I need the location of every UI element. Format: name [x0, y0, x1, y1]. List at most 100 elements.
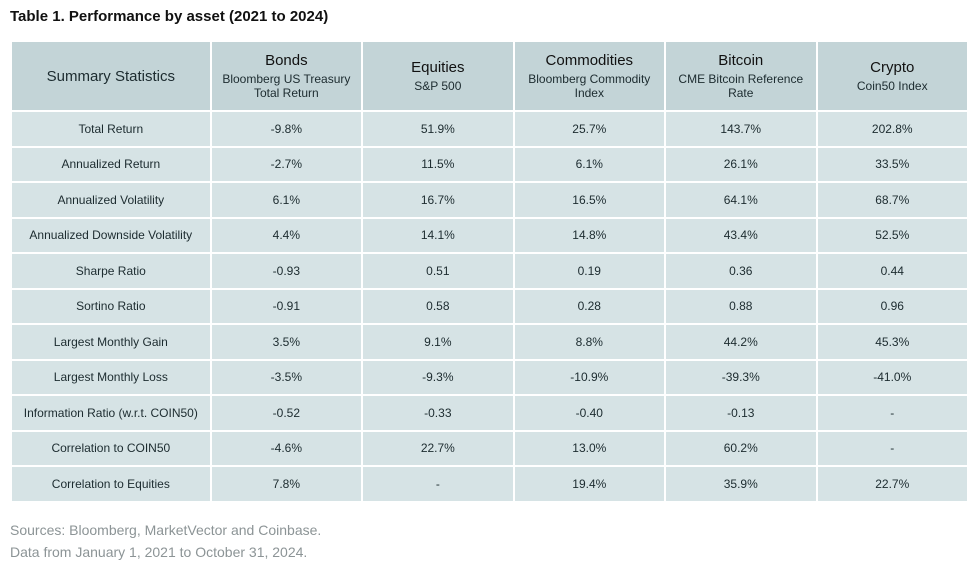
- cell-value: -2.7%: [211, 147, 362, 181]
- table-footnotes: Sources: Bloomberg, MarketVector and Coi…: [10, 519, 321, 563]
- cell-value: 6.1%: [211, 183, 362, 217]
- cell-value: 0.44: [817, 254, 967, 288]
- cell-value: 7.8%: [211, 467, 362, 501]
- cell-value: -: [817, 431, 967, 465]
- sources-note: Sources: Bloomberg, MarketVector and Coi…: [10, 522, 322, 538]
- cell-value: 9.1%: [363, 325, 513, 359]
- cell-value: -39.3%: [666, 360, 816, 394]
- cell-value: -41.0%: [817, 360, 967, 394]
- cell-value: 68.7%: [817, 183, 967, 217]
- date-range-note: Data from January 1, 2021 to October 31,…: [10, 544, 308, 560]
- cell-value: 0.51: [363, 254, 513, 288]
- cell-value: 0.58: [363, 289, 513, 323]
- cell-value: 0.88: [666, 289, 816, 323]
- cell-value: 25.7%: [514, 112, 665, 146]
- table-row: Sortino Ratio -0.91 0.58 0.28 0.88 0.96: [12, 289, 967, 323]
- cell-value: 22.7%: [817, 467, 967, 501]
- cell-value: 0.36: [666, 254, 816, 288]
- cell-value: 4.4%: [211, 218, 362, 252]
- cell-value: -9.3%: [363, 360, 513, 394]
- column-subtitle: CME Bitcoin Reference Rate: [678, 72, 804, 100]
- cell-value: 52.5%: [817, 218, 967, 252]
- row-label: Annualized Volatility: [12, 183, 210, 217]
- column-name: Equities: [411, 59, 465, 76]
- column-name: Bonds: [265, 52, 308, 69]
- header-commodities: Commodities Bloomberg Commodity Index: [514, 42, 665, 110]
- row-label: Total Return: [12, 112, 210, 146]
- column-subtitle: Bloomberg US Treasury Total Return: [222, 72, 351, 100]
- header-equities: Equities S&P 500: [363, 42, 513, 110]
- header-crypto: Crypto Coin50 Index: [817, 42, 967, 110]
- row-label: Information Ratio (w.r.t. COIN50): [12, 396, 210, 430]
- cell-value: -: [363, 467, 513, 501]
- table-body: Total Return -9.8% 51.9% 25.7% 143.7% 20…: [12, 112, 967, 501]
- cell-value: 26.1%: [666, 147, 816, 181]
- header-bitcoin: Bitcoin CME Bitcoin Reference Rate: [666, 42, 816, 110]
- table-row: Sharpe Ratio -0.93 0.51 0.19 0.36 0.44: [12, 254, 967, 288]
- column-name: Commodities: [545, 52, 634, 69]
- table-row: Information Ratio (w.r.t. COIN50) -0.52 …: [12, 396, 967, 430]
- cell-value: 14.1%: [363, 218, 513, 252]
- cell-value: 22.7%: [363, 431, 513, 465]
- cell-value: 51.9%: [363, 112, 513, 146]
- cell-value: -0.52: [211, 396, 362, 430]
- cell-value: 11.5%: [363, 147, 513, 181]
- cell-value: 19.4%: [514, 467, 665, 501]
- column-name: Bitcoin: [718, 52, 764, 69]
- table-row: Total Return -9.8% 51.9% 25.7% 143.7% 20…: [12, 112, 967, 146]
- cell-value: 16.7%: [363, 183, 513, 217]
- cell-value: -0.13: [666, 396, 816, 430]
- cell-value: 64.1%: [666, 183, 816, 217]
- cell-value: -10.9%: [514, 360, 665, 394]
- performance-table: Summary Statistics Bonds Bloomberg US Tr…: [10, 40, 969, 503]
- cell-value: 16.5%: [514, 183, 665, 217]
- row-label: Correlation to Equities: [12, 467, 210, 501]
- cell-value: 13.0%: [514, 431, 665, 465]
- cell-value: -0.40: [514, 396, 665, 430]
- cell-value: -0.33: [363, 396, 513, 430]
- table-header: Summary Statistics Bonds Bloomberg US Tr…: [12, 42, 967, 110]
- cell-value: 0.28: [514, 289, 665, 323]
- table-title: Table 1. Performance by asset (2021 to 2…: [10, 8, 329, 25]
- row-label: Correlation to COIN50: [12, 431, 210, 465]
- table-row: Annualized Volatility 6.1% 16.7% 16.5% 6…: [12, 183, 967, 217]
- cell-value: 6.1%: [514, 147, 665, 181]
- cell-value: 43.4%: [666, 218, 816, 252]
- cell-value: 0.96: [817, 289, 967, 323]
- cell-value: 14.8%: [514, 218, 665, 252]
- cell-value: -0.91: [211, 289, 362, 323]
- table-row: Correlation to COIN50 -4.6% 22.7% 13.0% …: [12, 431, 967, 465]
- row-label: Largest Monthly Gain: [12, 325, 210, 359]
- table-row: Annualized Return -2.7% 11.5% 6.1% 26.1%…: [12, 147, 967, 181]
- cell-value: -: [817, 396, 967, 430]
- row-label: Sharpe Ratio: [12, 254, 210, 288]
- cell-value: 44.2%: [666, 325, 816, 359]
- column-subtitle: Bloomberg Commodity Index: [528, 72, 651, 100]
- cell-value: 3.5%: [211, 325, 362, 359]
- table-row: Annualized Downside Volatility 4.4% 14.1…: [12, 218, 967, 252]
- cell-value: 60.2%: [666, 431, 816, 465]
- table-row: Correlation to Equities 7.8% - 19.4% 35.…: [12, 467, 967, 501]
- cell-value: 8.8%: [514, 325, 665, 359]
- row-label: Annualized Return: [12, 147, 210, 181]
- header-row: Summary Statistics Bonds Bloomberg US Tr…: [12, 42, 967, 110]
- cell-value: 143.7%: [666, 112, 816, 146]
- cell-value: -3.5%: [211, 360, 362, 394]
- row-label: Largest Monthly Loss: [12, 360, 210, 394]
- cell-value: -9.8%: [211, 112, 362, 146]
- cell-value: 35.9%: [666, 467, 816, 501]
- column-subtitle: Coin50 Index: [856, 79, 928, 93]
- column-subtitle: S&P 500: [414, 79, 462, 93]
- header-bonds: Bonds Bloomberg US Treasury Total Return: [211, 42, 362, 110]
- cell-value: 202.8%: [817, 112, 967, 146]
- table-row: Largest Monthly Loss -3.5% -9.3% -10.9% …: [12, 360, 967, 394]
- cell-value: 33.5%: [817, 147, 967, 181]
- cell-value: 45.3%: [817, 325, 967, 359]
- cell-value: 0.19: [514, 254, 665, 288]
- table-row: Largest Monthly Gain 3.5% 9.1% 8.8% 44.2…: [12, 325, 967, 359]
- row-label: Sortino Ratio: [12, 289, 210, 323]
- cell-value: -4.6%: [211, 431, 362, 465]
- row-label: Annualized Downside Volatility: [12, 218, 210, 252]
- header-summary-statistics: Summary Statistics: [12, 42, 210, 110]
- cell-value: -0.93: [211, 254, 362, 288]
